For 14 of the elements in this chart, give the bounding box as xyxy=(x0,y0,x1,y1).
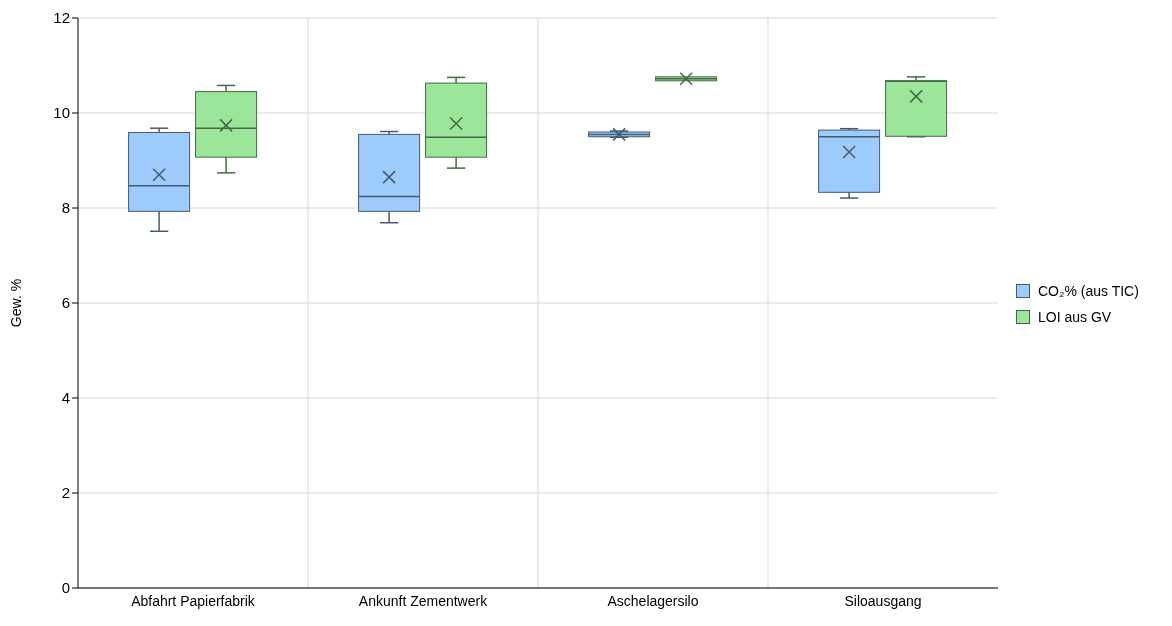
y-tick-label: 2 xyxy=(61,484,70,502)
legend-label: CO₂% (aus TIC) xyxy=(1038,283,1139,299)
y-tick-label: 12 xyxy=(53,9,70,27)
x-tick-label: Abfahrt Papierfabrik xyxy=(131,592,256,609)
x-tick-label: Ankunft Zementwerk xyxy=(358,592,489,609)
y-tick-label: 10 xyxy=(53,104,70,122)
legend-label: LOI aus GV xyxy=(1038,309,1112,325)
y-axis-title: Gew. % xyxy=(7,278,24,328)
y-tick-label: 8 xyxy=(61,199,70,217)
y-tick-label: 6 xyxy=(61,294,70,312)
y-tick-label: 4 xyxy=(61,389,70,407)
x-tick-label: Siloausgang xyxy=(844,592,922,609)
y-tick-label: 0 xyxy=(61,579,70,597)
x-tick-label: Aschelagersilo xyxy=(607,592,699,609)
